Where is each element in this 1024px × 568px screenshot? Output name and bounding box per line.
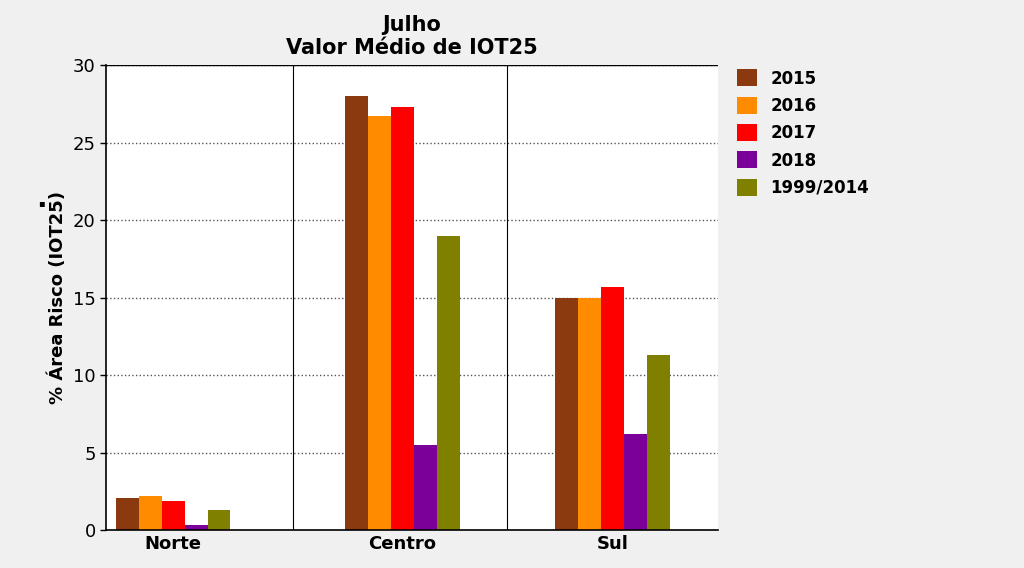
Bar [601, 287, 624, 530]
Bar [184, 525, 208, 530]
Bar [138, 496, 162, 530]
Title: Julho
Valor Médio de IOT25: Julho Valor Médio de IOT25 [286, 15, 538, 58]
Bar [579, 298, 601, 530]
Bar [391, 107, 414, 530]
Bar [436, 236, 460, 530]
Bar [624, 434, 647, 530]
Text: ·: · [36, 192, 47, 220]
Bar [345, 97, 368, 530]
Bar [368, 116, 391, 530]
Bar [555, 298, 579, 530]
Legend: 2015, 2016, 2017, 2018, 1999/2014: 2015, 2016, 2017, 2018, 1999/2014 [732, 64, 874, 202]
Bar [647, 355, 670, 530]
Bar [414, 445, 436, 530]
Bar [116, 498, 138, 530]
Bar [208, 510, 230, 530]
Bar [162, 501, 184, 530]
Y-axis label: % Área Risco (IOT25): % Área Risco (IOT25) [49, 191, 68, 404]
